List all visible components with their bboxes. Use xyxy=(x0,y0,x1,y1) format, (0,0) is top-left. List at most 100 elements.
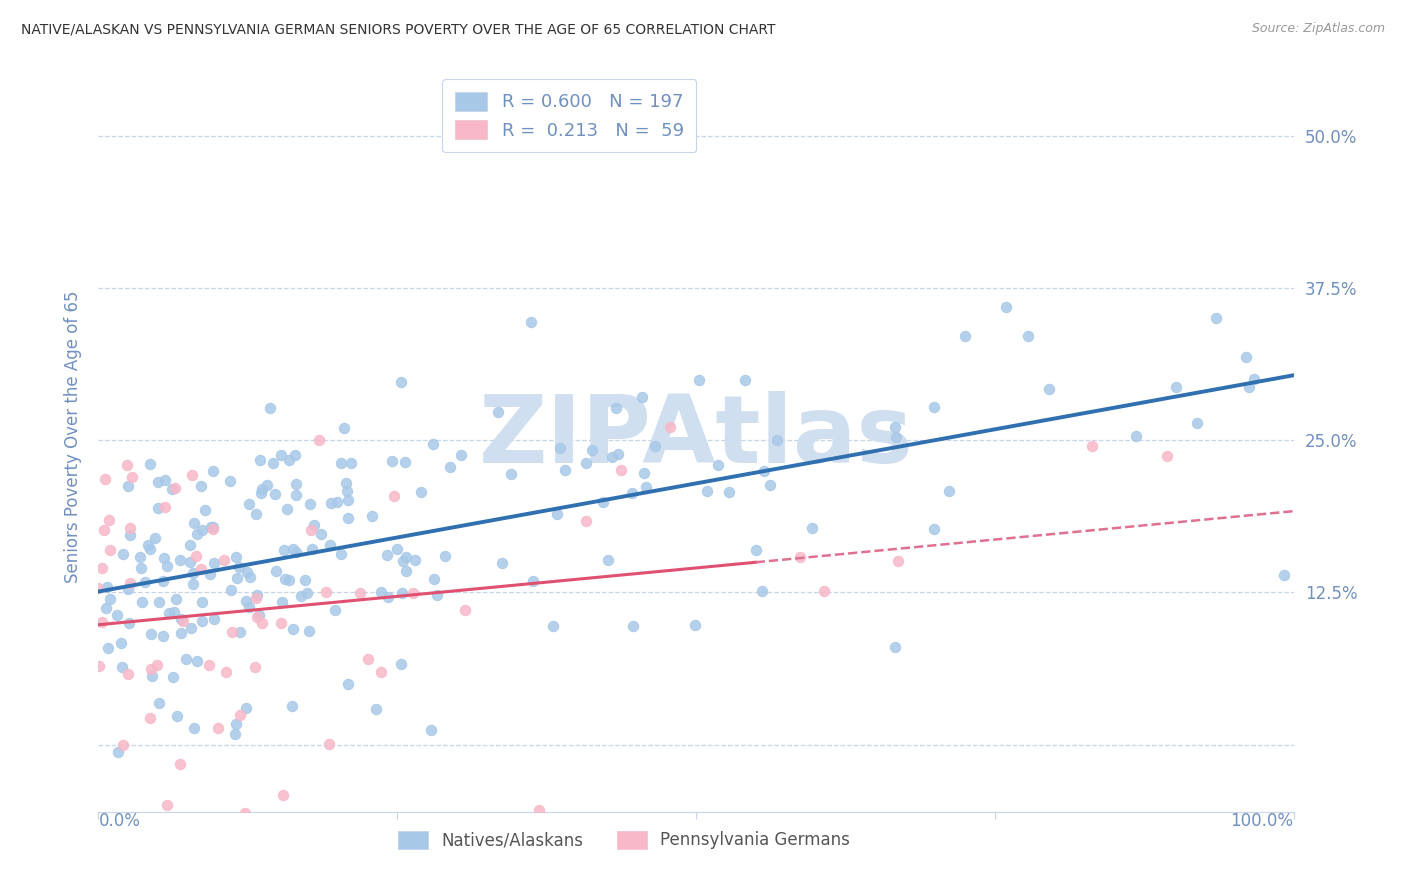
Point xyxy=(179,555,201,569)
Point xyxy=(183,516,205,531)
Point xyxy=(370,585,392,599)
Point xyxy=(215,665,238,679)
Point xyxy=(183,722,205,736)
Point xyxy=(186,527,208,541)
Point xyxy=(884,420,907,434)
Point xyxy=(97,641,120,656)
Point xyxy=(271,788,294,802)
Point xyxy=(89,658,111,673)
Point xyxy=(166,709,188,723)
Point xyxy=(1156,450,1178,464)
Point xyxy=(100,542,122,557)
Point xyxy=(169,552,191,566)
Point xyxy=(381,453,404,467)
Point xyxy=(1164,380,1187,394)
Point xyxy=(201,519,224,533)
Point xyxy=(717,484,740,499)
Point xyxy=(250,615,273,630)
Point xyxy=(1237,379,1260,393)
Point xyxy=(163,605,186,619)
Point xyxy=(422,437,444,451)
Point xyxy=(273,543,295,558)
Point xyxy=(184,549,207,563)
Point xyxy=(274,572,297,586)
Point xyxy=(221,625,243,640)
Point xyxy=(745,543,768,558)
Point xyxy=(246,609,269,624)
Point xyxy=(193,502,215,516)
Point xyxy=(235,805,257,820)
Point xyxy=(609,463,631,477)
Point xyxy=(391,586,413,600)
Point xyxy=(326,495,349,509)
Point xyxy=(128,550,150,565)
Point xyxy=(262,456,284,470)
Point xyxy=(271,595,294,609)
Point xyxy=(605,401,627,415)
Point xyxy=(219,582,242,597)
Point xyxy=(226,571,249,585)
Point xyxy=(238,599,260,614)
Point xyxy=(366,702,388,716)
Point xyxy=(245,660,267,674)
Point xyxy=(181,468,204,483)
Point xyxy=(339,456,361,470)
Point xyxy=(138,541,160,556)
Point xyxy=(224,727,246,741)
Point xyxy=(121,470,143,484)
Point xyxy=(683,617,706,632)
Text: 100.0%: 100.0% xyxy=(1230,812,1294,830)
Point xyxy=(87,582,110,596)
Point xyxy=(995,300,1018,314)
Point xyxy=(955,329,977,343)
Point xyxy=(789,549,811,564)
Point xyxy=(172,615,194,629)
Point xyxy=(308,434,330,448)
Point xyxy=(212,553,235,567)
Point xyxy=(131,595,153,609)
Point xyxy=(634,480,657,494)
Point xyxy=(644,439,666,453)
Point xyxy=(245,591,267,606)
Point xyxy=(434,549,457,563)
Point xyxy=(148,500,170,515)
Point xyxy=(181,577,204,591)
Point xyxy=(389,375,412,389)
Point xyxy=(801,521,824,535)
Point xyxy=(118,528,141,542)
Point xyxy=(420,723,443,737)
Point xyxy=(264,565,287,579)
Point xyxy=(336,484,359,499)
Point xyxy=(180,621,202,635)
Point xyxy=(541,619,564,633)
Point xyxy=(501,467,523,482)
Point xyxy=(111,659,134,673)
Point xyxy=(191,595,214,609)
Point xyxy=(110,636,132,650)
Point xyxy=(117,479,139,493)
Point xyxy=(115,458,138,472)
Point xyxy=(238,570,260,584)
Point xyxy=(139,711,162,725)
Point xyxy=(423,572,446,586)
Point xyxy=(734,373,756,387)
Point xyxy=(1081,439,1104,453)
Point xyxy=(281,698,304,713)
Point xyxy=(284,488,307,502)
Point xyxy=(426,588,449,602)
Point xyxy=(592,495,614,509)
Point xyxy=(298,624,321,639)
Point xyxy=(148,595,170,609)
Point xyxy=(394,549,416,564)
Point xyxy=(207,721,229,735)
Point xyxy=(117,666,139,681)
Point xyxy=(139,662,162,676)
Point xyxy=(139,457,162,471)
Point xyxy=(160,482,183,496)
Point xyxy=(153,473,176,487)
Point xyxy=(315,584,337,599)
Point xyxy=(382,489,405,503)
Text: Source: ZipAtlas.com: Source: ZipAtlas.com xyxy=(1251,22,1385,36)
Point xyxy=(519,315,541,329)
Point xyxy=(554,463,576,477)
